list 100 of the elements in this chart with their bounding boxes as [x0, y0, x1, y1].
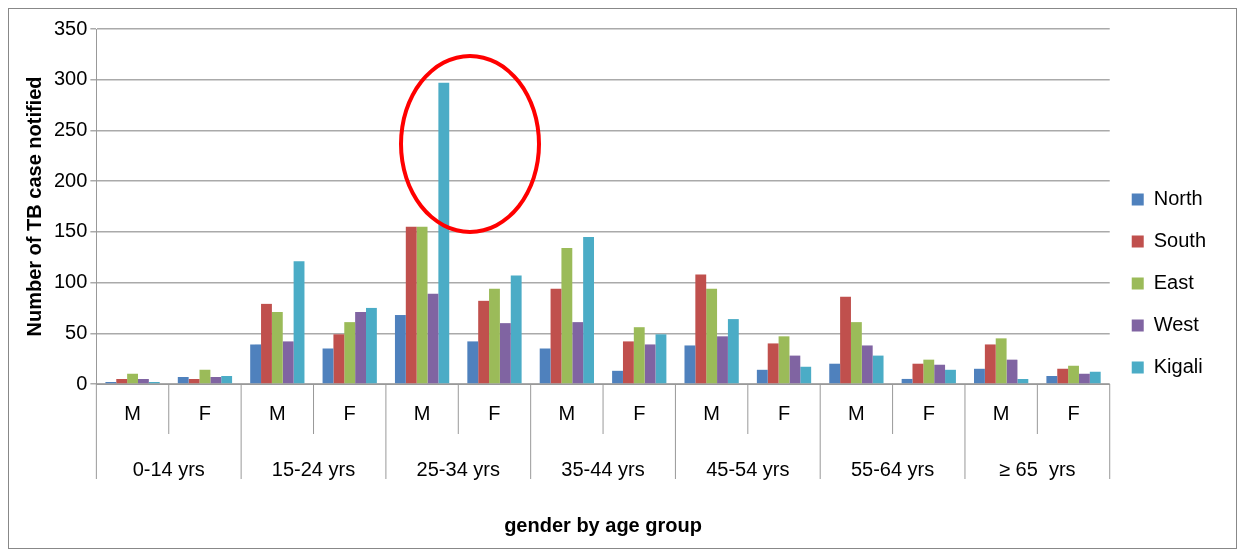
- bar: [499, 323, 511, 384]
- x-tick-label: M: [124, 401, 141, 424]
- bar: [622, 341, 634, 384]
- y-tick-label: 100: [53, 270, 88, 293]
- bar: [923, 359, 935, 384]
- bar: [137, 378, 149, 384]
- x-tick-label: F: [777, 401, 791, 424]
- bar: [984, 344, 996, 384]
- bar: [706, 288, 718, 384]
- x-axis-title: gender by age group: [504, 513, 702, 536]
- y-tick-label: 300: [53, 67, 88, 90]
- bar: [945, 369, 956, 384]
- bar: [221, 375, 233, 384]
- x-tick-label: M: [848, 401, 865, 424]
- bar: [912, 363, 924, 384]
- bar: [800, 366, 812, 384]
- text: 45-54 yrs: [706, 457, 790, 480]
- x-tick-label: F: [198, 401, 212, 424]
- bar: [829, 363, 841, 384]
- bar: [1068, 365, 1079, 384]
- legend-label: West: [1153, 313, 1200, 336]
- x-tick-label: M: [992, 401, 1010, 424]
- bar: [438, 82, 450, 384]
- bar: [727, 319, 739, 384]
- bar: [293, 261, 305, 384]
- bar: [1089, 371, 1101, 384]
- x-tick-label: M: [268, 401, 286, 424]
- bar: [510, 275, 522, 384]
- legend-label: East: [1153, 271, 1195, 294]
- y-tick-label: 350: [53, 16, 88, 39]
- bar: [322, 348, 334, 384]
- bar: [644, 344, 656, 384]
- bar: [127, 373, 138, 384]
- y-tick-label: 50: [65, 320, 88, 343]
- x-tick-label: F: [343, 401, 356, 424]
- bar: [561, 248, 573, 384]
- legend-label: Kigali: [1153, 355, 1203, 378]
- bar: [850, 322, 862, 384]
- bar: [1078, 373, 1090, 384]
- bar: [583, 236, 594, 384]
- bar: [717, 336, 728, 384]
- bar: [934, 364, 946, 384]
- bar: [633, 327, 645, 384]
- bar: [1057, 368, 1069, 384]
- bar: [655, 334, 667, 384]
- bar: [1046, 375, 1058, 384]
- bar: [861, 345, 873, 384]
- bar: [282, 341, 294, 384]
- bar: [767, 343, 779, 384]
- bar: [394, 315, 406, 384]
- x-tick-label: M: [413, 401, 431, 424]
- text: 25-34 yrs: [416, 457, 500, 480]
- bar: [612, 370, 623, 384]
- bar: [995, 338, 1007, 384]
- text: 0-14 yrs: [132, 457, 205, 480]
- bar: [789, 355, 801, 384]
- x-tick-label: F: [1067, 401, 1080, 424]
- legend-label: South: [1153, 229, 1206, 252]
- x-tick-label: F: [922, 401, 935, 424]
- bar: [778, 336, 790, 384]
- bar: [427, 293, 439, 384]
- y-tick-label: 250: [53, 117, 88, 140]
- y-axis-title: Number of TB case notified: [22, 76, 45, 337]
- bar: [271, 311, 283, 384]
- bar: [550, 288, 562, 384]
- bar: [872, 355, 884, 384]
- bar: [974, 368, 985, 384]
- y-tick-label: 150: [53, 219, 88, 242]
- bar: [416, 226, 428, 384]
- bar: [840, 296, 851, 384]
- text: 55-64 yrs: [850, 457, 935, 480]
- bar: [333, 334, 345, 384]
- bar: [405, 226, 417, 384]
- bar: [250, 344, 262, 384]
- legend-label: North: [1153, 187, 1203, 210]
- text: 15-24 yrs: [271, 457, 356, 480]
- bar: [478, 300, 490, 384]
- bar: [261, 303, 272, 384]
- bar: [756, 369, 768, 384]
- text: ≥ 65 yrs: [999, 457, 1076, 480]
- bar: [539, 348, 551, 384]
- bar: [572, 322, 584, 384]
- bar: [467, 341, 479, 384]
- y-tick-label: 200: [53, 168, 88, 191]
- bar: [695, 274, 707, 384]
- bar: [116, 378, 128, 384]
- x-tick-label: F: [633, 401, 646, 424]
- bar: [344, 322, 356, 384]
- y-tick-label: 0: [76, 371, 88, 394]
- bar: [1006, 359, 1018, 384]
- bar: [366, 307, 377, 384]
- bar: [489, 288, 500, 384]
- x-tick-label: F: [488, 401, 501, 424]
- bar: [684, 345, 696, 384]
- bar: [177, 376, 189, 384]
- bar: [355, 311, 366, 384]
- x-tick-label: M: [703, 401, 720, 424]
- bar: [210, 376, 222, 384]
- bar: [1017, 378, 1029, 384]
- text: 35-44 yrs: [561, 457, 645, 480]
